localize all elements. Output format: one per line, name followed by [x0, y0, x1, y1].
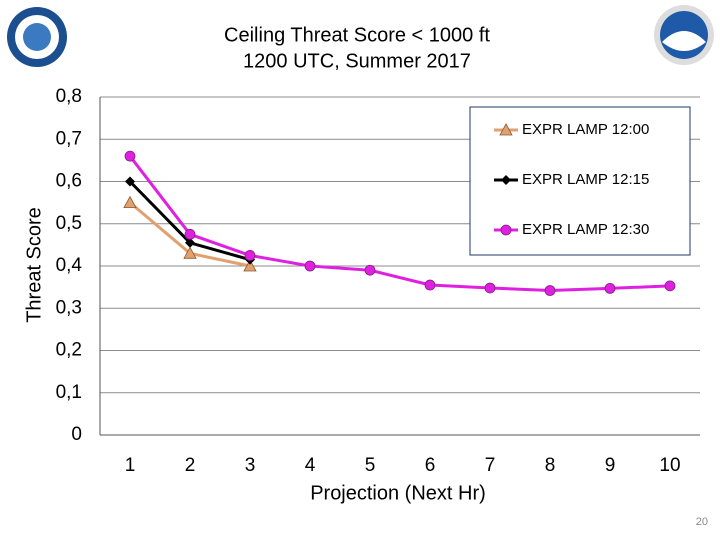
series-line	[128, 155, 671, 293]
y-tick-label: 0,4	[56, 255, 83, 276]
y-tick-label: 0,3	[56, 297, 82, 318]
marker	[244, 250, 256, 261]
x-tick-label: 1	[125, 455, 136, 476]
marker	[664, 280, 676, 292]
marker	[243, 259, 257, 272]
marker	[500, 224, 512, 236]
y-tick-label: 0,8	[56, 86, 82, 107]
page-number: 20	[696, 516, 708, 528]
y-tick-label: 0,2	[56, 340, 82, 361]
x-tick-label: 5	[365, 455, 376, 476]
marker	[304, 260, 316, 272]
marker	[364, 264, 376, 276]
y-axis-label: Threat Score	[23, 207, 45, 323]
marker	[123, 195, 137, 209]
marker	[184, 228, 196, 240]
legend-label: EXPR LAMP 12:00	[522, 121, 649, 138]
marker	[501, 175, 511, 185]
chart-subtitle: 1200 UTC, Summer 2017	[243, 50, 471, 72]
marker	[499, 123, 513, 136]
x-tick-label: 4	[305, 455, 316, 476]
marker	[424, 279, 436, 291]
x-tick-label: 8	[545, 455, 556, 476]
marker	[124, 150, 136, 162]
x-tick-label: 7	[485, 455, 496, 476]
y-tick-label: 0,6	[56, 171, 82, 192]
x-tick-label: 6	[425, 455, 436, 476]
x-tick-label: 2	[185, 455, 196, 476]
chart-title: Ceiling Threat Score < 1000 ft	[224, 24, 490, 46]
marker	[484, 282, 496, 294]
marker	[185, 237, 195, 248]
y-tick-label: 0,5	[56, 213, 82, 234]
y-tick-label: 0,7	[56, 128, 82, 149]
marker	[183, 246, 197, 259]
legend-label: EXPR LAMP 12:30	[522, 221, 649, 238]
x-tick-label: 10	[659, 455, 680, 476]
y-tick-label: 0	[71, 424, 82, 445]
left-logo	[7, 7, 67, 67]
x-tick-label: 9	[605, 455, 616, 476]
x-axis-label: Projection (Next Hr)	[310, 482, 486, 504]
right-logo	[654, 5, 714, 65]
marker	[544, 285, 556, 296]
y-tick-label: 0,1	[56, 382, 82, 403]
marker	[125, 176, 135, 187]
marker	[604, 282, 616, 294]
legend-label: EXPR LAMP 12:15	[522, 171, 649, 188]
x-tick-label: 3	[245, 455, 256, 476]
